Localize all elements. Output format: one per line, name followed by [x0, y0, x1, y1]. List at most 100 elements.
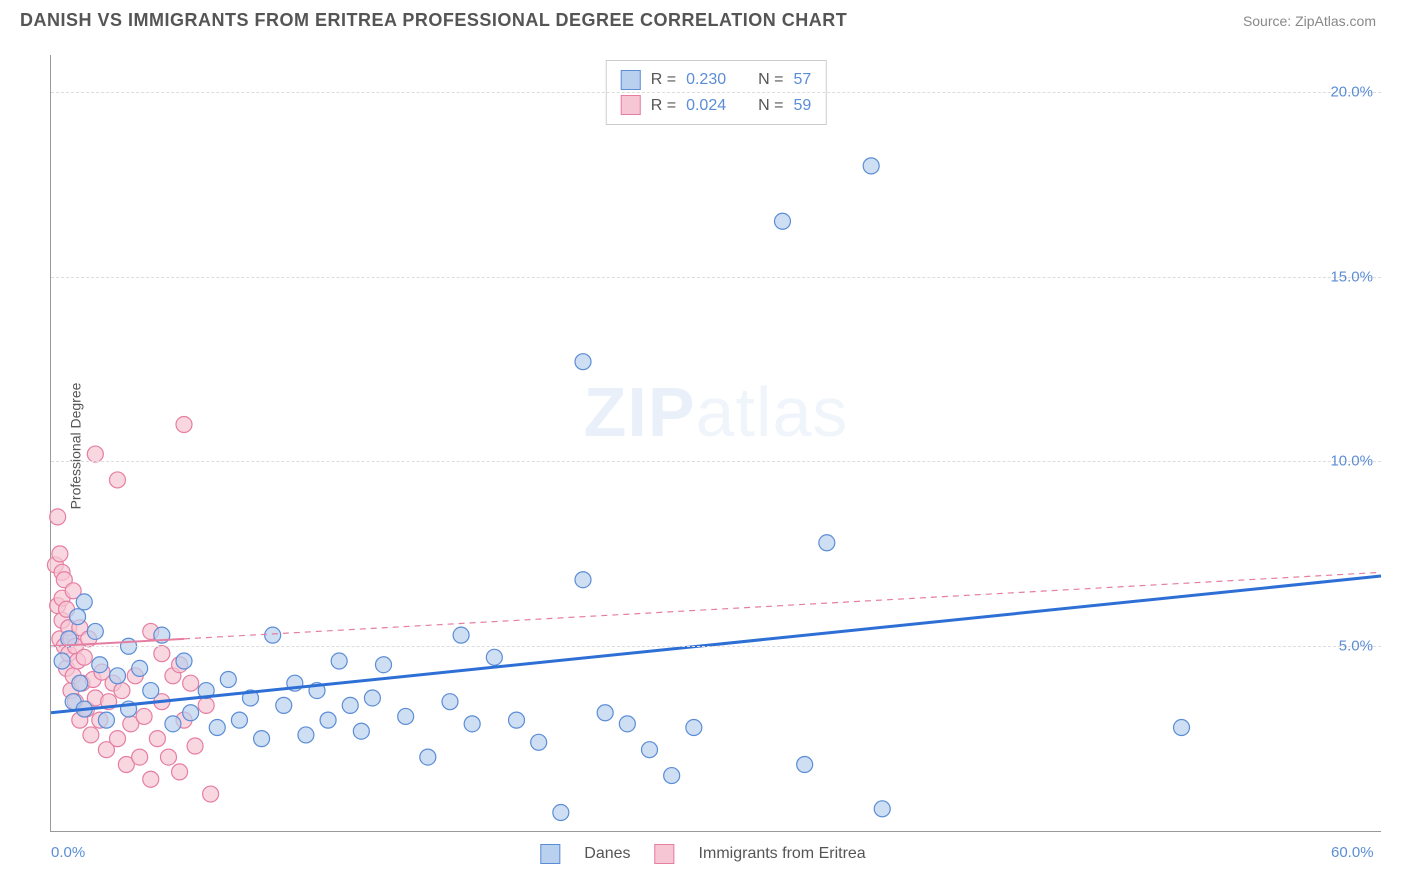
- eritrea-point: [54, 612, 70, 628]
- eritrea-point: [78, 701, 94, 717]
- eritrea-point: [59, 660, 75, 676]
- y-tick-label: 5.0%: [1339, 638, 1373, 655]
- eritrea-point: [132, 749, 148, 765]
- danes-point: [320, 712, 336, 728]
- danes-point: [287, 675, 303, 691]
- eritrea-point: [198, 697, 214, 713]
- eritrea-point: [67, 694, 83, 710]
- eritrea-point: [52, 546, 68, 562]
- stat-row: R = 0.230 N = 57: [621, 67, 812, 93]
- eritrea-point: [127, 668, 143, 684]
- gridline: [51, 277, 1381, 278]
- legend-label: Danes: [584, 845, 630, 863]
- eritrea-point: [98, 742, 114, 758]
- eritrea-point: [63, 683, 79, 699]
- danes-point: [76, 701, 92, 717]
- danes-point: [874, 801, 890, 817]
- n-value: 57: [793, 67, 811, 93]
- danes-point: [132, 660, 148, 676]
- gridline: [51, 92, 1381, 93]
- danes-point: [220, 671, 236, 687]
- n-label: N =: [758, 67, 783, 93]
- eritrea-point: [54, 564, 70, 580]
- danes-point: [531, 734, 547, 750]
- danes-point: [87, 623, 103, 639]
- danes-point: [254, 731, 270, 747]
- eritrea-point: [183, 675, 199, 691]
- danes-point: [61, 631, 77, 647]
- eritrea-point: [143, 623, 159, 639]
- danes-point: [342, 697, 358, 713]
- eritrea-point: [165, 668, 181, 684]
- eritrea-point: [61, 620, 77, 636]
- danes-point: [664, 768, 680, 784]
- eritrea-point: [87, 446, 103, 462]
- r-value: 0.230: [686, 67, 726, 93]
- eritrea-point: [110, 731, 126, 747]
- danes-point: [309, 683, 325, 699]
- danes-point: [110, 668, 126, 684]
- eritrea-point: [56, 572, 72, 588]
- n-label: N =: [758, 93, 783, 119]
- y-tick-label: 15.0%: [1330, 268, 1373, 285]
- eritrea-point: [72, 620, 88, 636]
- y-tick-label: 10.0%: [1330, 453, 1373, 470]
- eritrea-point: [61, 646, 77, 662]
- eritrea-point: [123, 716, 139, 732]
- danes-point: [231, 712, 247, 728]
- danes-point: [198, 683, 214, 699]
- legend-swatch: [621, 70, 641, 90]
- danes-point: [442, 694, 458, 710]
- eritrea-point: [94, 664, 110, 680]
- eritrea-point: [65, 668, 81, 684]
- danes-point: [209, 720, 225, 736]
- eritrea-point: [110, 472, 126, 488]
- eritrea-point: [203, 786, 219, 802]
- eritrea-point: [54, 590, 70, 606]
- danes-point: [575, 354, 591, 370]
- eritrea-point: [59, 601, 75, 617]
- danes-point: [376, 657, 392, 673]
- legend-label: Immigrants from Eritrea: [699, 845, 866, 863]
- eritrea-point: [105, 675, 121, 691]
- danes-point: [464, 716, 480, 732]
- eritrea-point: [72, 712, 88, 728]
- eritrea-point: [85, 671, 101, 687]
- eritrea-point: [50, 598, 66, 614]
- danes-point: [553, 805, 569, 821]
- danes-trendline: [51, 576, 1381, 713]
- danes-point: [775, 213, 791, 229]
- eritrea-point: [50, 509, 66, 525]
- danes-point: [65, 694, 81, 710]
- eritrea-point: [52, 631, 68, 647]
- y-tick-label: 20.0%: [1330, 83, 1373, 100]
- x-tick-label: 60.0%: [1331, 844, 1374, 861]
- danes-point: [420, 749, 436, 765]
- r-label: R =: [651, 67, 676, 93]
- r-label: R =: [651, 93, 676, 119]
- danes-point: [276, 697, 292, 713]
- eritrea-point: [92, 712, 108, 728]
- danes-point: [92, 657, 108, 673]
- danes-point: [165, 716, 181, 732]
- eritrea-point: [114, 683, 130, 699]
- x-tick-label: 0.0%: [51, 844, 85, 861]
- danes-point: [398, 708, 414, 724]
- watermark: ZIPatlas: [584, 372, 849, 452]
- gridline: [51, 461, 1381, 462]
- series-legend: Danes Immigrants from Eritrea: [540, 844, 865, 864]
- danes-point: [575, 572, 591, 588]
- eritrea-point: [136, 708, 152, 724]
- danes-point: [183, 705, 199, 721]
- danes-point: [76, 594, 92, 610]
- danes-point: [453, 627, 469, 643]
- stat-row: R =0.024N =59: [621, 93, 812, 119]
- danes-point: [642, 742, 658, 758]
- eritrea-point: [118, 756, 134, 772]
- chart-title: DANISH VS IMMIGRANTS FROM ERITREA PROFES…: [20, 10, 847, 31]
- eritrea-point: [47, 557, 63, 573]
- danes-point: [353, 723, 369, 739]
- eritrea-point: [154, 694, 170, 710]
- legend-swatch: [621, 95, 641, 115]
- eritrea-trendline: [51, 639, 184, 646]
